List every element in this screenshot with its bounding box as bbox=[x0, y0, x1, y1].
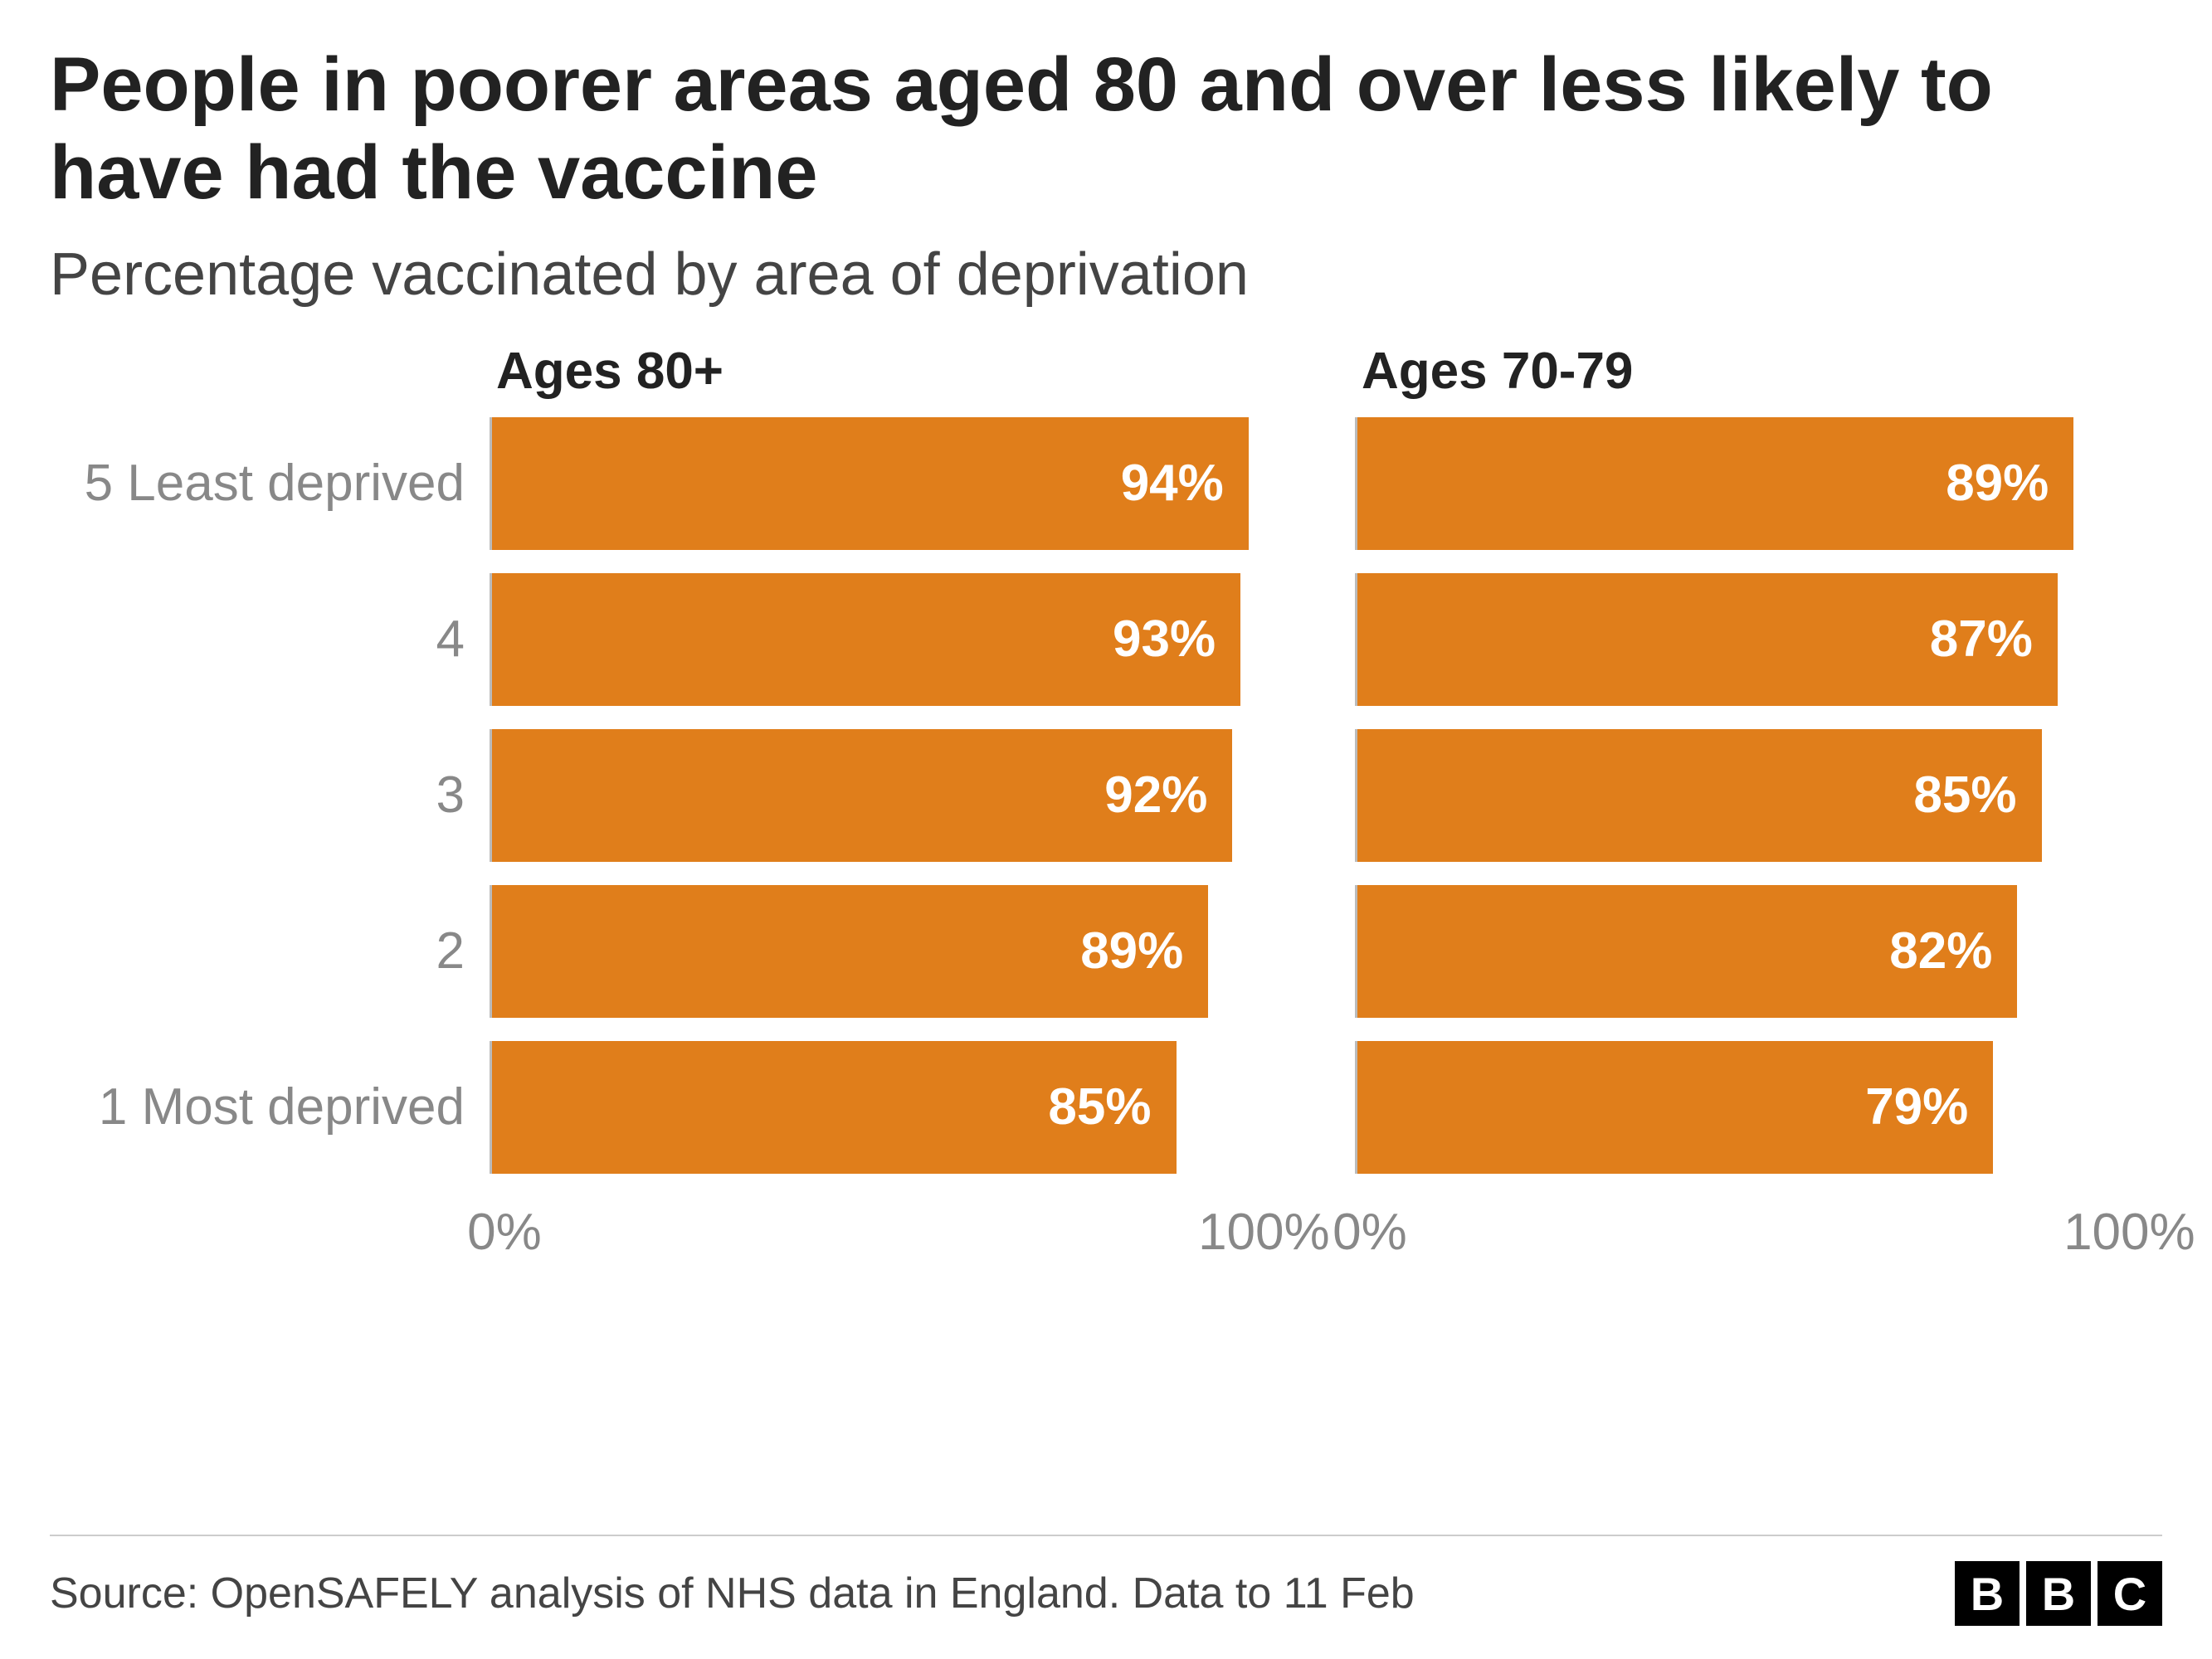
category-label: 3 bbox=[50, 766, 490, 825]
category-label: 4 bbox=[50, 610, 490, 669]
chart-area: Ages 80+ Ages 70-79 5 Least deprived 94% 8… bbox=[50, 342, 2162, 1518]
ylabel-spacer bbox=[50, 342, 490, 401]
chart-rows: 5 Least deprived 94% 89% 4 93% 87% 3 92% 85% 2 89%… bbox=[50, 417, 2162, 1174]
panel-header-1: Ages 70-79 bbox=[1355, 342, 2162, 401]
axis-track-0: 0% 100% bbox=[490, 1203, 1297, 1269]
bar-value-label: 85% bbox=[1048, 1078, 1151, 1136]
bar-value-label: 85% bbox=[1913, 766, 2016, 825]
chart-footer: Source: OpenSAFELY analysis of NHS data … bbox=[50, 1535, 2162, 1626]
bar-track: 89% bbox=[490, 885, 1297, 1018]
category-label: 2 bbox=[50, 922, 490, 980]
bar-value-label: 79% bbox=[1865, 1078, 1968, 1136]
ylabel-spacer bbox=[50, 1203, 490, 1269]
axis-track-1: 0% 100% bbox=[1355, 1203, 2162, 1269]
axis-tick-max: 100% bbox=[1198, 1203, 1330, 1262]
axis-tick-min: 0% bbox=[1333, 1203, 1407, 1262]
bar-track: 85% bbox=[490, 1041, 1297, 1174]
bar: 87% bbox=[1357, 573, 2058, 706]
logo-letter: B bbox=[2026, 1561, 2091, 1626]
bar-value-label: 89% bbox=[1080, 922, 1183, 980]
bar: 79% bbox=[1357, 1041, 1993, 1174]
chart-row: 3 92% 85% bbox=[50, 729, 2162, 862]
bar: 82% bbox=[1357, 885, 2017, 1018]
bar-value-label: 87% bbox=[1930, 610, 2033, 669]
category-label: 1 Most deprived bbox=[50, 1078, 490, 1136]
bar: 92% bbox=[492, 729, 1232, 862]
panel-gap bbox=[1297, 342, 1355, 401]
bar: 93% bbox=[492, 573, 1240, 706]
bar-track: 82% bbox=[1355, 885, 2162, 1018]
bar-track: 93% bbox=[490, 573, 1297, 706]
axis-tick-min: 0% bbox=[467, 1203, 542, 1262]
bar: 89% bbox=[1357, 417, 2073, 550]
bar-value-label: 94% bbox=[1121, 454, 1224, 513]
bar-track: 79% bbox=[1355, 1041, 2162, 1174]
chart-row: 2 89% 82% bbox=[50, 885, 2162, 1018]
bar: 89% bbox=[492, 885, 1208, 1018]
panel-headers: Ages 80+ Ages 70-79 bbox=[50, 342, 2162, 401]
logo-letter: B bbox=[1955, 1561, 2020, 1626]
bar: 85% bbox=[1357, 729, 2042, 862]
chart-row: 5 Least deprived 94% 89% bbox=[50, 417, 2162, 550]
chart-title: People in poorer areas aged 80 and over … bbox=[50, 41, 2162, 217]
chart-subtitle: Percentage vaccinated by area of depriva… bbox=[50, 241, 2162, 309]
source-text: Source: OpenSAFELY analysis of NHS data … bbox=[50, 1569, 1415, 1618]
bar-value-label: 92% bbox=[1104, 766, 1207, 825]
bar-track: 85% bbox=[1355, 729, 2162, 862]
bar: 85% bbox=[492, 1041, 1177, 1174]
category-label: 5 Least deprived bbox=[50, 454, 490, 513]
chart-row: 1 Most deprived 85% 79% bbox=[50, 1041, 2162, 1174]
bar-value-label: 93% bbox=[1113, 610, 1216, 669]
logo-letter: C bbox=[2098, 1561, 2162, 1626]
x-axis: 0% 100% 0% 100% bbox=[50, 1203, 2162, 1269]
bar-value-label: 89% bbox=[1946, 454, 2049, 513]
bar-track: 92% bbox=[490, 729, 1297, 862]
axis-tick-max: 100% bbox=[2063, 1203, 2195, 1262]
bar-track: 94% bbox=[490, 417, 1297, 550]
bar-track: 87% bbox=[1355, 573, 2162, 706]
bar-value-label: 82% bbox=[1889, 922, 1992, 980]
panel-header-0: Ages 80+ bbox=[490, 342, 1297, 401]
bbc-logo: BBC bbox=[1955, 1561, 2162, 1626]
bar: 94% bbox=[492, 417, 1249, 550]
bar-track: 89% bbox=[1355, 417, 2162, 550]
chart-row: 4 93% 87% bbox=[50, 573, 2162, 706]
